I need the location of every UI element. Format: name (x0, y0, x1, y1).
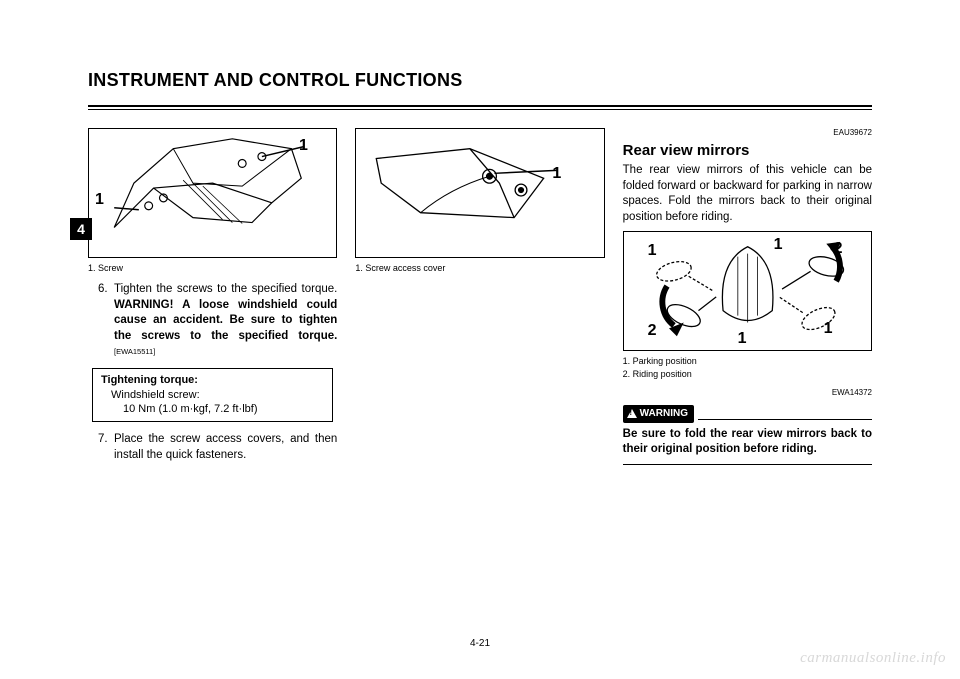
figure-screw: 1 1 (88, 128, 337, 258)
step-text: Tighten the screws to the specified torq… (114, 282, 337, 360)
torque-sub: Windshield screw: (101, 388, 324, 403)
figure-caption: 1. Screw (88, 262, 337, 274)
warning-triangle-icon (627, 409, 637, 418)
warning-rule (698, 419, 872, 420)
warning-text: Be sure to fold the rear view mirrors ba… (623, 427, 872, 458)
callout-label: 1 (824, 318, 833, 340)
figure-access-cover: 1 (355, 128, 604, 258)
callout-label: 2 (834, 238, 843, 260)
caption-line: 1. Screw (88, 262, 337, 274)
torque-value: 10 Nm (1.0 m·kgf, 7.2 ft·lbf) (101, 402, 324, 417)
torque-spec-box: Tightening torque: Windshield screw: 10 … (92, 368, 333, 423)
step-code: [EWA15511] (114, 347, 155, 356)
step-text: Place the screw access covers, and then … (114, 432, 337, 463)
page-title: INSTRUMENT AND CONTROL FUNCTIONS (88, 70, 872, 95)
callout-label: 1 (299, 135, 308, 157)
figure-caption: 1. Screw access cover (355, 262, 604, 274)
caption-line: 1. Parking position (623, 355, 872, 367)
end-rule (623, 464, 872, 465)
column-1: 1 1 1. Screw 6. Tighten the screws to th… (88, 128, 337, 467)
figure-access-cover-svg (356, 129, 603, 257)
step-7: 7. Place the screw access covers, and th… (98, 432, 337, 463)
callout-label: 2 (648, 320, 657, 342)
header-rule (88, 105, 872, 110)
caption-line: 1. Screw access cover (355, 262, 604, 274)
column-3: EAU39672 Rear view mirrors The rear view… (623, 128, 872, 467)
callout-label: 1 (774, 234, 783, 256)
step-number: 6. (98, 282, 114, 360)
content-columns: 1 1 1. Screw 6. Tighten the screws to th… (88, 128, 872, 467)
section-title-mirrors: Rear view mirrors (623, 141, 872, 161)
step-number: 7. (98, 432, 114, 463)
watermark: carmanualsonline.info (800, 650, 946, 667)
torque-title: Tightening torque: (101, 373, 324, 388)
step-bold: WARNING! A loose wind­shield could cause… (114, 299, 337, 342)
column-2: 1 1. Screw access cover (355, 128, 604, 467)
callout-label: 1 (552, 163, 561, 185)
warning-badge: WARNING (623, 405, 694, 423)
warning-label: WARNING (640, 407, 688, 421)
step-plain: Tighten the screws to the specified torq… (114, 283, 337, 295)
caption-line: 2. Riding position (623, 368, 872, 380)
callout-label: 1 (95, 189, 104, 211)
warning-row: WARNING (623, 405, 872, 423)
callout-label: 1 (738, 328, 747, 350)
step-6: 6. Tighten the screws to the specified t… (98, 282, 337, 360)
page-number: 4-21 (0, 638, 960, 649)
mirrors-paragraph: The rear view mirrors of this vehicle ca… (623, 163, 872, 225)
doc-code: EAU39672 (623, 128, 872, 139)
warn-code: EWA14372 (623, 388, 872, 399)
step-plain: Place the screw access covers, and then … (114, 433, 337, 461)
callout-label: 1 (648, 240, 657, 262)
figure-mirrors: 1 1 2 2 1 1 (623, 231, 872, 351)
figure-caption: 1. Parking position 2. Riding position (623, 355, 872, 380)
